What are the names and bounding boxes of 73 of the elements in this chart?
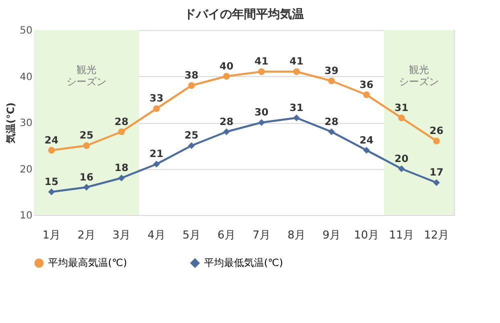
- x-tick-label: 8月: [288, 228, 306, 242]
- point: [223, 128, 230, 136]
- point: [258, 68, 265, 75]
- data-label: 21: [150, 149, 164, 160]
- data-label: 40: [220, 61, 234, 72]
- data-label: 28: [114, 116, 128, 128]
- data-label: 15: [44, 176, 58, 188]
- point: [83, 142, 90, 149]
- y-tick-label: 10: [20, 210, 32, 222]
- legend-label: 平均最低気温(℃): [204, 257, 284, 270]
- data-label: 28: [220, 116, 234, 128]
- x-tick-label: 11月: [389, 228, 414, 242]
- y-tick-label: 30: [20, 118, 32, 129]
- data-label: 25: [80, 130, 94, 142]
- text: 観光: [76, 65, 96, 76]
- text: 観光: [409, 65, 429, 76]
- y-tick-label: 20: [20, 164, 32, 176]
- text: シーズン: [399, 77, 439, 88]
- point: [153, 105, 160, 112]
- y-axis-title: 気温(℃): [4, 102, 17, 145]
- point: [188, 142, 195, 149]
- data-label: 36: [360, 80, 374, 91]
- data-label: 20: [394, 154, 408, 165]
- data-label: 17: [430, 168, 444, 179]
- x-tick-label: 10月: [354, 228, 379, 242]
- data-label: 41: [290, 56, 304, 68]
- text: シーズン: [66, 77, 106, 88]
- point: [363, 91, 370, 98]
- point: [328, 128, 335, 136]
- data-label: 25: [184, 130, 198, 142]
- y-tick-label: 50: [20, 26, 32, 36]
- data-label: 38: [184, 70, 198, 82]
- point: [328, 78, 335, 84]
- data-label: 33: [150, 94, 164, 105]
- data-label: 41: [254, 56, 268, 68]
- data-label: 28: [324, 116, 338, 128]
- data-label: 39: [324, 66, 338, 77]
- point: [293, 68, 300, 75]
- x-tick-label: 1月: [42, 228, 60, 242]
- data-label: 18: [114, 163, 128, 174]
- point: [433, 179, 440, 186]
- data-label: 26: [430, 126, 444, 137]
- legend-label: 平均最高気温(℃): [48, 257, 128, 270]
- point: [83, 184, 90, 191]
- x-tick-label: 3月: [112, 228, 130, 242]
- chart-title: ドバイの年間平均気温: [184, 7, 304, 21]
- y-tick-label: 40: [20, 72, 32, 83]
- point: [433, 138, 440, 144]
- data-label: 24: [360, 135, 374, 146]
- point: [258, 119, 265, 126]
- data-label: 16: [80, 172, 94, 184]
- x-tick-label: 6月: [218, 228, 236, 242]
- x-tick-label: 2月: [78, 228, 96, 242]
- x-tick-label: 12月: [424, 228, 449, 242]
- data-label: 31: [394, 102, 408, 114]
- x-tick-label: 5月: [182, 228, 200, 242]
- point: [398, 114, 405, 122]
- x-tick-label: 9月: [322, 228, 340, 242]
- point: [398, 165, 405, 172]
- point: [293, 114, 300, 122]
- point: [188, 82, 195, 89]
- x-tick-label: 7月: [252, 228, 270, 242]
- data-label: 24: [44, 135, 58, 146]
- point: [118, 128, 125, 136]
- data-label: 31: [290, 102, 304, 114]
- point: [118, 174, 125, 182]
- x-tick-label: 4月: [148, 228, 166, 242]
- point: [48, 146, 55, 154]
- data-label: 30: [254, 108, 268, 118]
- point: [153, 160, 160, 168]
- point: [363, 146, 370, 154]
- point: [223, 72, 230, 80]
- point: [48, 188, 55, 196]
